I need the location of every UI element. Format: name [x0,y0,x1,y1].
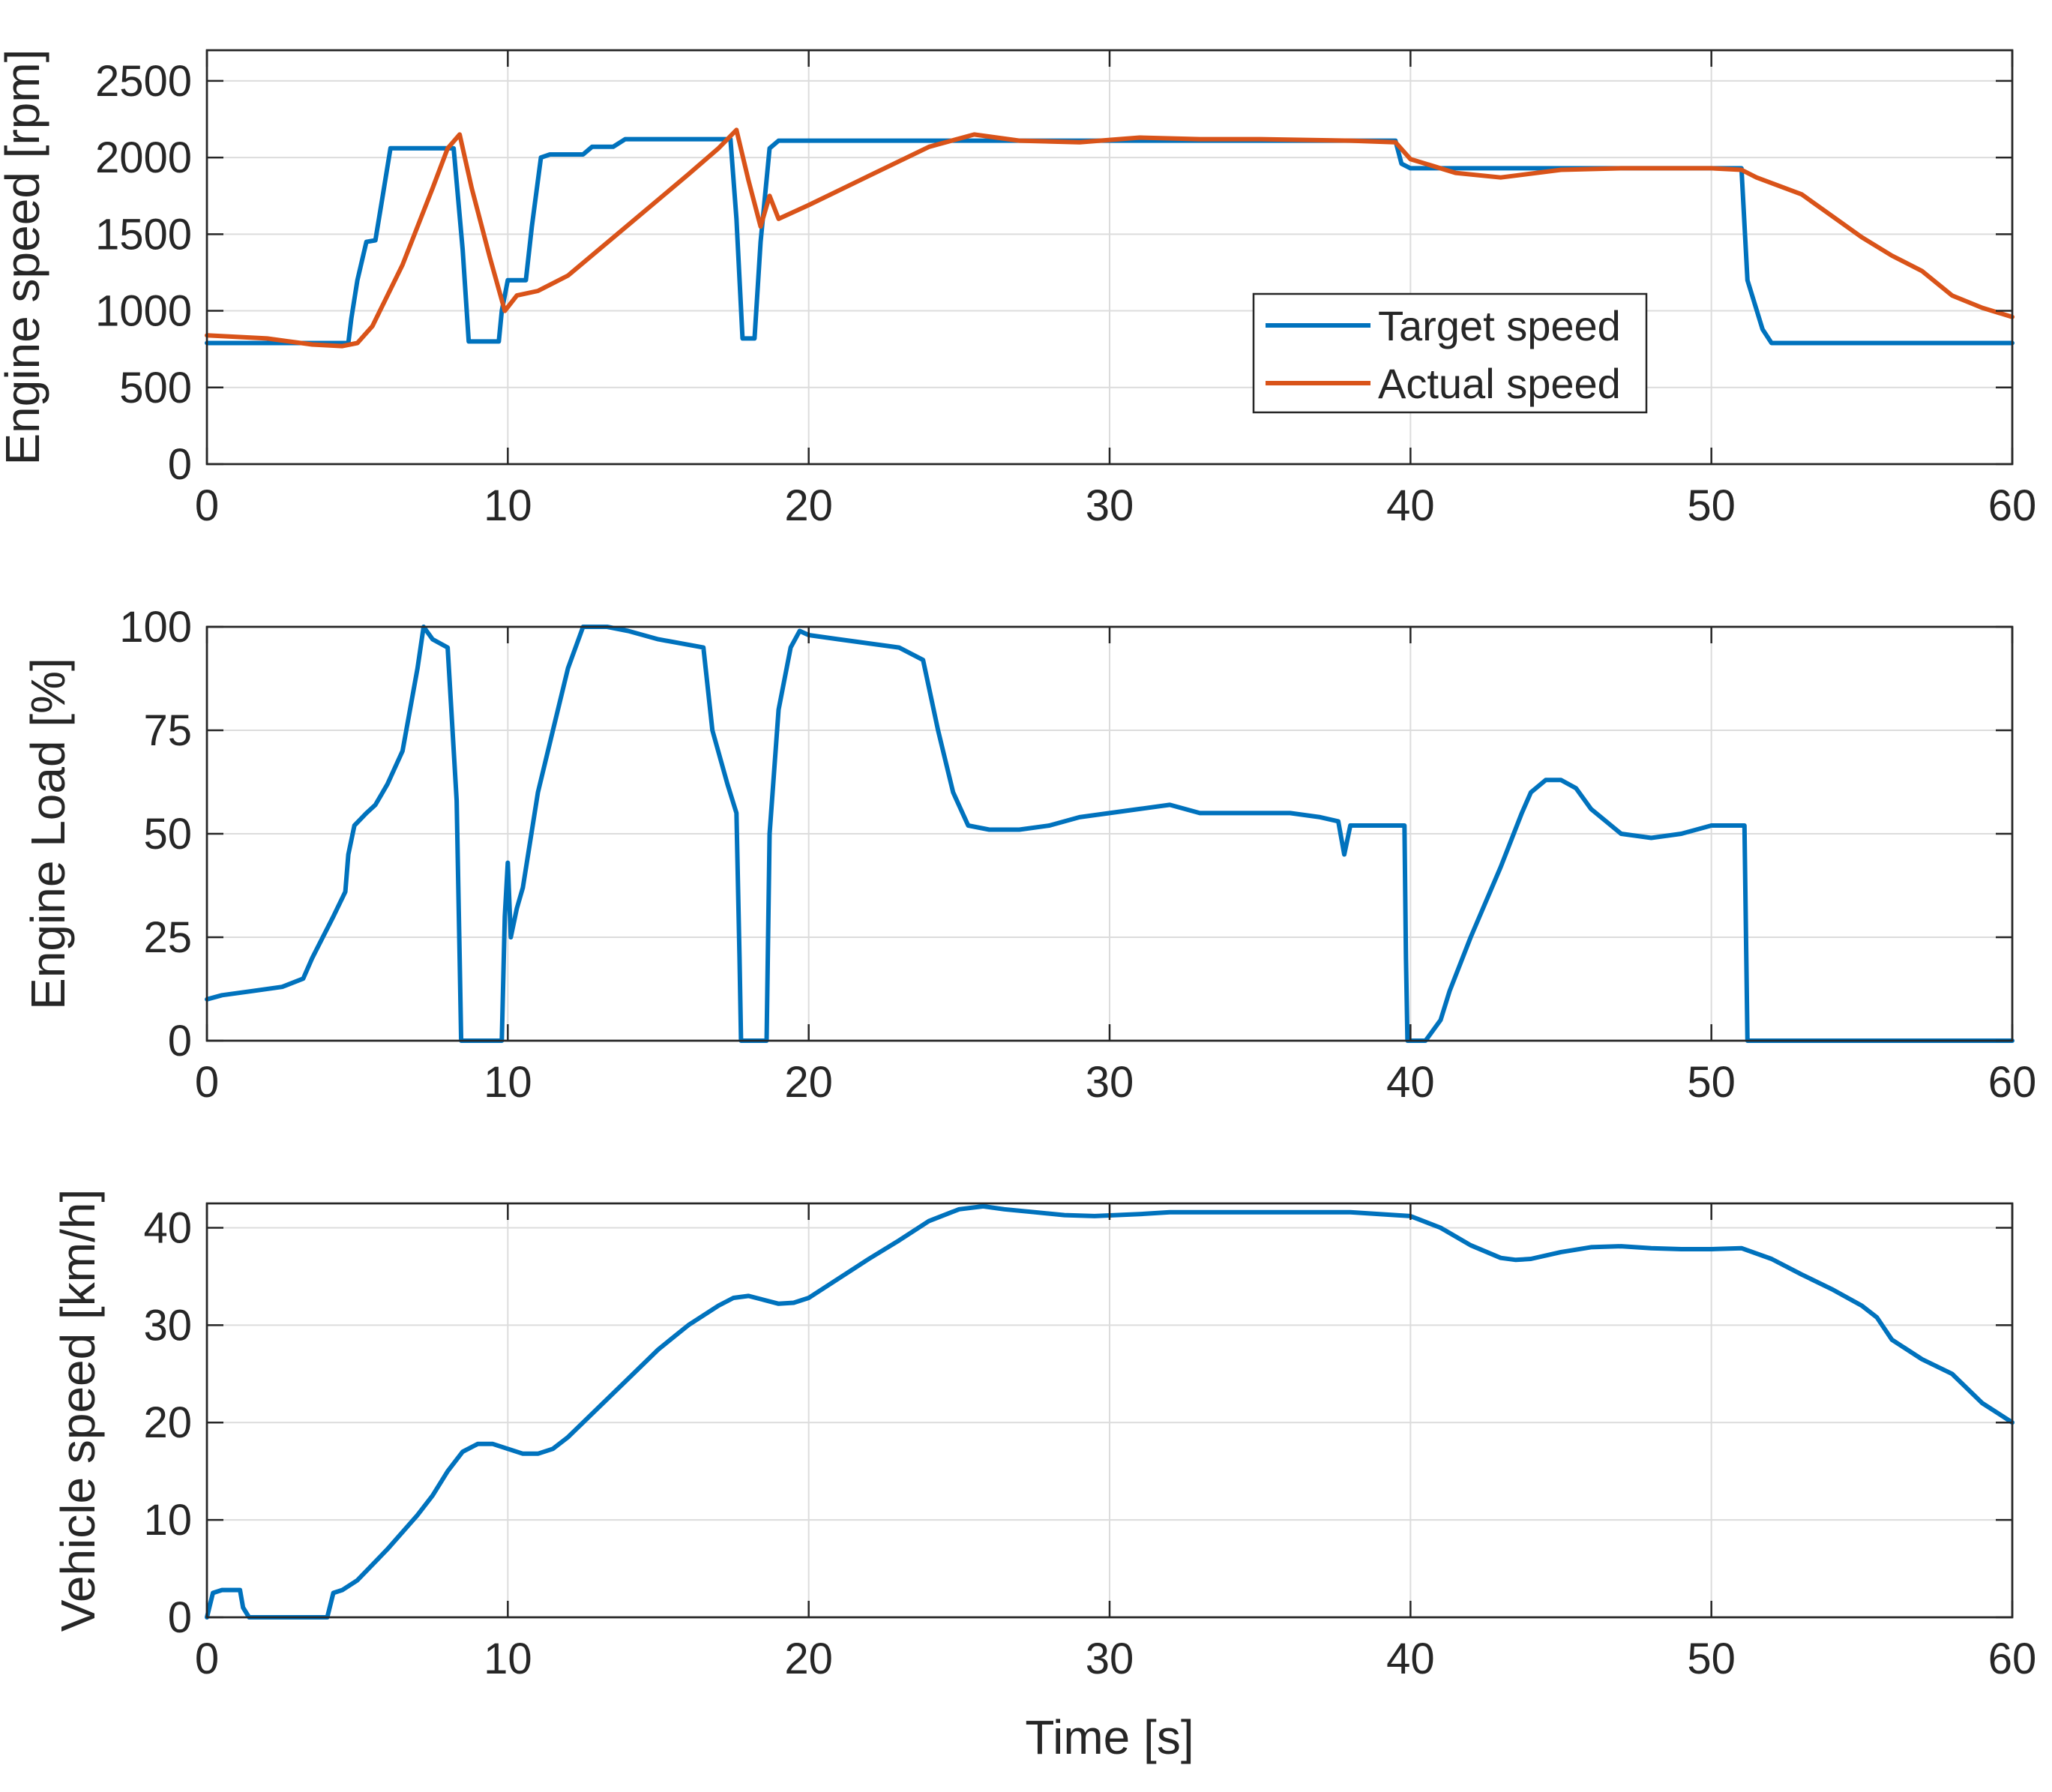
y-tick-label: 1500 [95,210,192,259]
x-axis-label: Time [s] [1025,1710,1194,1764]
y-tick-label: 0 [168,440,192,489]
series-line-target-speed [205,136,2015,346]
x-tick-label: 10 [484,1058,532,1107]
y-axis-label: Engine Load [%] [21,658,75,1010]
y-axis-label: Vehicle speed [km/h] [51,1189,105,1632]
x-tick-label: 30 [1086,1058,1134,1107]
x-tick-label: 60 [1988,1635,2037,1683]
y-tick-label: 75 [143,706,192,755]
x-tick-label: 20 [784,1058,833,1107]
x-tick-label: 50 [1687,1058,1736,1107]
engine-speed-panel: 0 10 20 30 40 50 60 0 500 1000 1500 2000 2500 Engine … [0,49,2036,531]
x-tick-label: 60 [1988,481,2037,530]
y-tick-label: 0 [168,1017,192,1065]
y-tick-label: 10 [143,1496,192,1545]
x-tick-label: 50 [1687,1635,1736,1683]
y-tick-label: 25 [143,913,192,962]
y-tick-label: 1000 [95,287,192,336]
legend-label-target: Target speed [1378,302,1621,349]
y-tick-label: 2500 [95,57,192,106]
x-tick-label: 40 [1386,1635,1435,1683]
series-line-vehicle-speed [205,1203,2015,1620]
y-tick-label: 2000 [95,133,192,182]
x-tick-label: 20 [784,1635,833,1683]
x-tick-label: 60 [1988,1058,2037,1107]
legend: Target speed Actual speed [1252,292,1648,414]
y-tick-label: 40 [143,1203,192,1252]
x-tick-label: 50 [1687,481,1736,530]
legend-box [1252,292,1648,414]
y-tick-label: 20 [143,1398,192,1447]
x-tick-label: 10 [484,481,532,530]
x-tick-label: 40 [1386,1058,1435,1107]
y-axis-label: Engine speed [rpm] [0,49,49,466]
x-tick-label: 0 [195,1058,219,1107]
vehicle-speed-panel: 0 10 20 30 40 50 60 0 10 20 30 40 Vehicle speed [km/… [51,1189,2036,1764]
series-line-engine-load [205,625,2015,1043]
x-tick-label: 20 [784,481,833,530]
x-tick-label: 40 [1386,481,1435,530]
x-tick-label: 30 [1086,1635,1134,1683]
x-tick-label: 10 [484,1635,532,1683]
x-tick-label: 30 [1086,481,1134,530]
x-tick-label: 0 [195,481,219,530]
y-tick-label: 100 [119,603,192,652]
y-tick-label: 50 [143,810,192,859]
legend-label-actual: Actual speed [1378,360,1621,407]
engine-load-panel: 0 10 20 30 40 50 60 0 25 50 75 100 Engine Load [%] [21,603,2036,1107]
y-tick-label: 0 [168,1593,192,1642]
y-tick-label: 500 [119,364,192,412]
series-line-actual-speed [205,127,2015,349]
y-tick-label: 30 [143,1301,192,1350]
x-tick-label: 0 [195,1635,219,1683]
